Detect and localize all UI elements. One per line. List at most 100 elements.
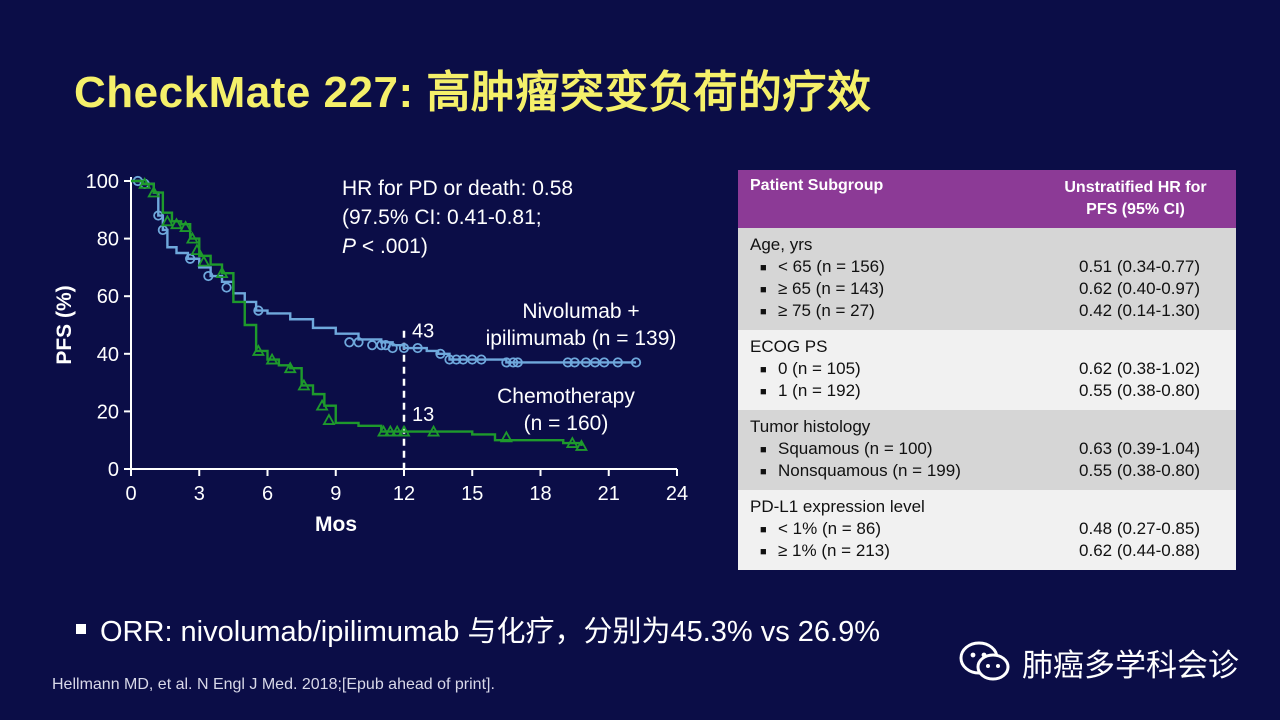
table-row: ■ < 65 (n = 156) 0.51 (0.34-0.77) — [738, 256, 1236, 278]
table-row: ■ 0 (n = 105) 0.62 (0.38-1.02) — [738, 358, 1236, 380]
censor-mark — [476, 354, 487, 365]
row-hr: 0.62 (0.40-0.97) — [1079, 279, 1200, 298]
row-bullet: ■ — [760, 443, 767, 456]
table-row: ■ Nonsquamous (n = 199) 0.55 (0.38-0.80) — [738, 460, 1236, 482]
row-label: ■ ≥ 65 (n = 143) — [760, 278, 884, 301]
censor-mark — [353, 337, 364, 348]
censor-mark — [501, 357, 512, 368]
table-row: ■ ≥ 65 (n = 143) 0.62 (0.40-0.97) — [738, 278, 1236, 300]
censor-mark — [283, 361, 297, 374]
header-col2: Unstratified HR for PFS (95% CI) — [1043, 177, 1228, 221]
censor-mark — [215, 266, 229, 279]
y-tick-label: 20 — [97, 401, 119, 423]
y-tick-label: 80 — [97, 229, 119, 251]
orr-bullet: ORR: nivolumab/ipilimumab 与化疗，分别为45.3% v… — [76, 608, 880, 650]
censor-mark — [398, 342, 410, 354]
censor-mark — [444, 354, 455, 365]
slide-title: CheckMate 227: 高肿瘤突变负荷的疗效 — [74, 68, 872, 117]
km-chart: 0 20 40 60 80 100 0 3 6 9 12 15 18 21 24 Mos PFS (%) 43 1… — [53, 171, 688, 536]
p-value: < .001) — [356, 235, 428, 258]
row-bullet: ■ — [760, 545, 767, 558]
bullet-marker — [76, 624, 86, 635]
censor-mark — [451, 354, 462, 365]
chemo-label-line1: Chemotherapy — [497, 385, 635, 408]
censor-mark — [203, 270, 214, 282]
y-tick-label: 60 — [97, 286, 119, 308]
row-label: ■ < 1% (n = 86) — [760, 518, 881, 541]
row-label: ■ 1 (n = 192) — [760, 380, 861, 403]
row-hr: 0.55 (0.38-0.80) — [1079, 461, 1200, 480]
censor-mark — [221, 282, 232, 293]
x-tick-label: 0 — [125, 483, 136, 505]
censor-mark — [160, 214, 174, 227]
censor-mark — [499, 430, 513, 443]
x-tick-label: 24 — [666, 483, 688, 505]
censor-mark — [169, 217, 184, 230]
row-label: ■ < 65 (n = 156) — [760, 256, 885, 279]
censor-mark — [435, 348, 446, 359]
row-hr: 0.63 (0.39-1.04) — [1079, 439, 1200, 458]
chart-labels: 43 13 HR for PD or death: 0.58 (97.5% CI: 0… — [342, 177, 676, 435]
censor-mark — [190, 243, 204, 256]
table-group: Age, yrs ■ < 65 (n = 156) 0.51 (0.34-0.77) ■… — [738, 228, 1236, 330]
censor-mark — [630, 357, 642, 368]
censor-mark — [179, 220, 193, 232]
row-hr: 0.62 (0.38-1.02) — [1079, 359, 1200, 378]
table-group: PD-L1 expression level ■ < 1% (n = 86) 0.48… — [738, 490, 1236, 570]
row-bullet: ■ — [760, 305, 767, 318]
x-tick-label: 9 — [330, 483, 341, 505]
row-label: ■ Squamous (n = 100) — [760, 438, 933, 461]
censor-mark — [412, 342, 423, 354]
row-hr: 0.62 (0.44-0.88) — [1079, 541, 1200, 560]
chart-axes: 0 20 40 60 80 100 0 3 6 9 12 15 18 21 24 Mos PFS (%) — [53, 171, 688, 536]
row-bullet: ■ — [760, 523, 767, 536]
p-italic: P — [342, 235, 356, 258]
censor-mark — [574, 439, 588, 451]
censor-mark — [315, 398, 329, 411]
censor-mark — [508, 357, 519, 368]
censor-mark — [138, 177, 152, 189]
x-tick-label: 6 — [262, 483, 273, 505]
header-col1: Patient Subgroup — [750, 177, 884, 194]
censor-mark — [185, 231, 199, 244]
censor-mark — [612, 357, 623, 368]
row-bullet: ■ — [760, 363, 767, 376]
censor-mark — [565, 436, 579, 448]
header-col2-line1: Unstratified HR for — [1064, 179, 1207, 196]
x-axis-label: Mos — [315, 513, 357, 536]
censor-mark — [147, 185, 161, 198]
row-bullet: ■ — [760, 465, 767, 478]
censor-mark — [397, 424, 411, 437]
censor-mark — [185, 253, 196, 264]
row-hr: 0.51 (0.34-0.77) — [1079, 257, 1200, 276]
x-tick-label: 12 — [393, 483, 415, 505]
censor-mark — [387, 342, 398, 354]
censor-mark — [322, 413, 336, 425]
x-tick-label: 18 — [529, 483, 551, 505]
row-label: ■ Nonsquamous (n = 199) — [760, 460, 961, 483]
censor-mark — [251, 344, 265, 356]
row-bullet: ■ — [760, 261, 767, 274]
chemo-value-12mo: 13 — [412, 404, 434, 426]
censor-mark — [376, 424, 391, 437]
table-group: Tumor histology ■ Squamous (n = 100) 0.63 (… — [738, 410, 1236, 490]
censor-mark — [562, 357, 573, 368]
y-tick-label: 40 — [97, 344, 119, 366]
table-row: ■ ≥ 1% (n = 213) 0.62 (0.44-0.88) — [738, 540, 1236, 562]
reference: Hellmann MD, et al. N Engl J Med. 2018;[… — [52, 676, 495, 693]
censor-mark — [512, 357, 523, 368]
group-title: Tumor histology — [750, 417, 871, 436]
group-title: ECOG PS — [750, 337, 828, 356]
row-hr: 0.42 (0.14-1.30) — [1079, 301, 1200, 320]
nivo-label-line1: Nivolumab + — [522, 300, 639, 323]
row-label: ■ 0 (n = 105) — [760, 358, 861, 381]
table-header: Patient Subgroup Unstratified HR for PFS… — [738, 170, 1236, 228]
table-body: Age, yrs ■ < 65 (n = 156) 0.51 (0.34-0.77) ■… — [738, 228, 1236, 570]
group-title: PD-L1 expression level — [750, 497, 925, 516]
wechat-icon — [959, 641, 1010, 681]
censor-mark — [376, 340, 387, 351]
chemo-label-line2: (n = 160) — [524, 412, 609, 435]
nivo-ipi-curve — [131, 179, 637, 364]
hr-annotation-line3: P < .001) — [342, 235, 428, 258]
nivo-label-line2: ipilimumab (n = 139) — [486, 327, 677, 350]
